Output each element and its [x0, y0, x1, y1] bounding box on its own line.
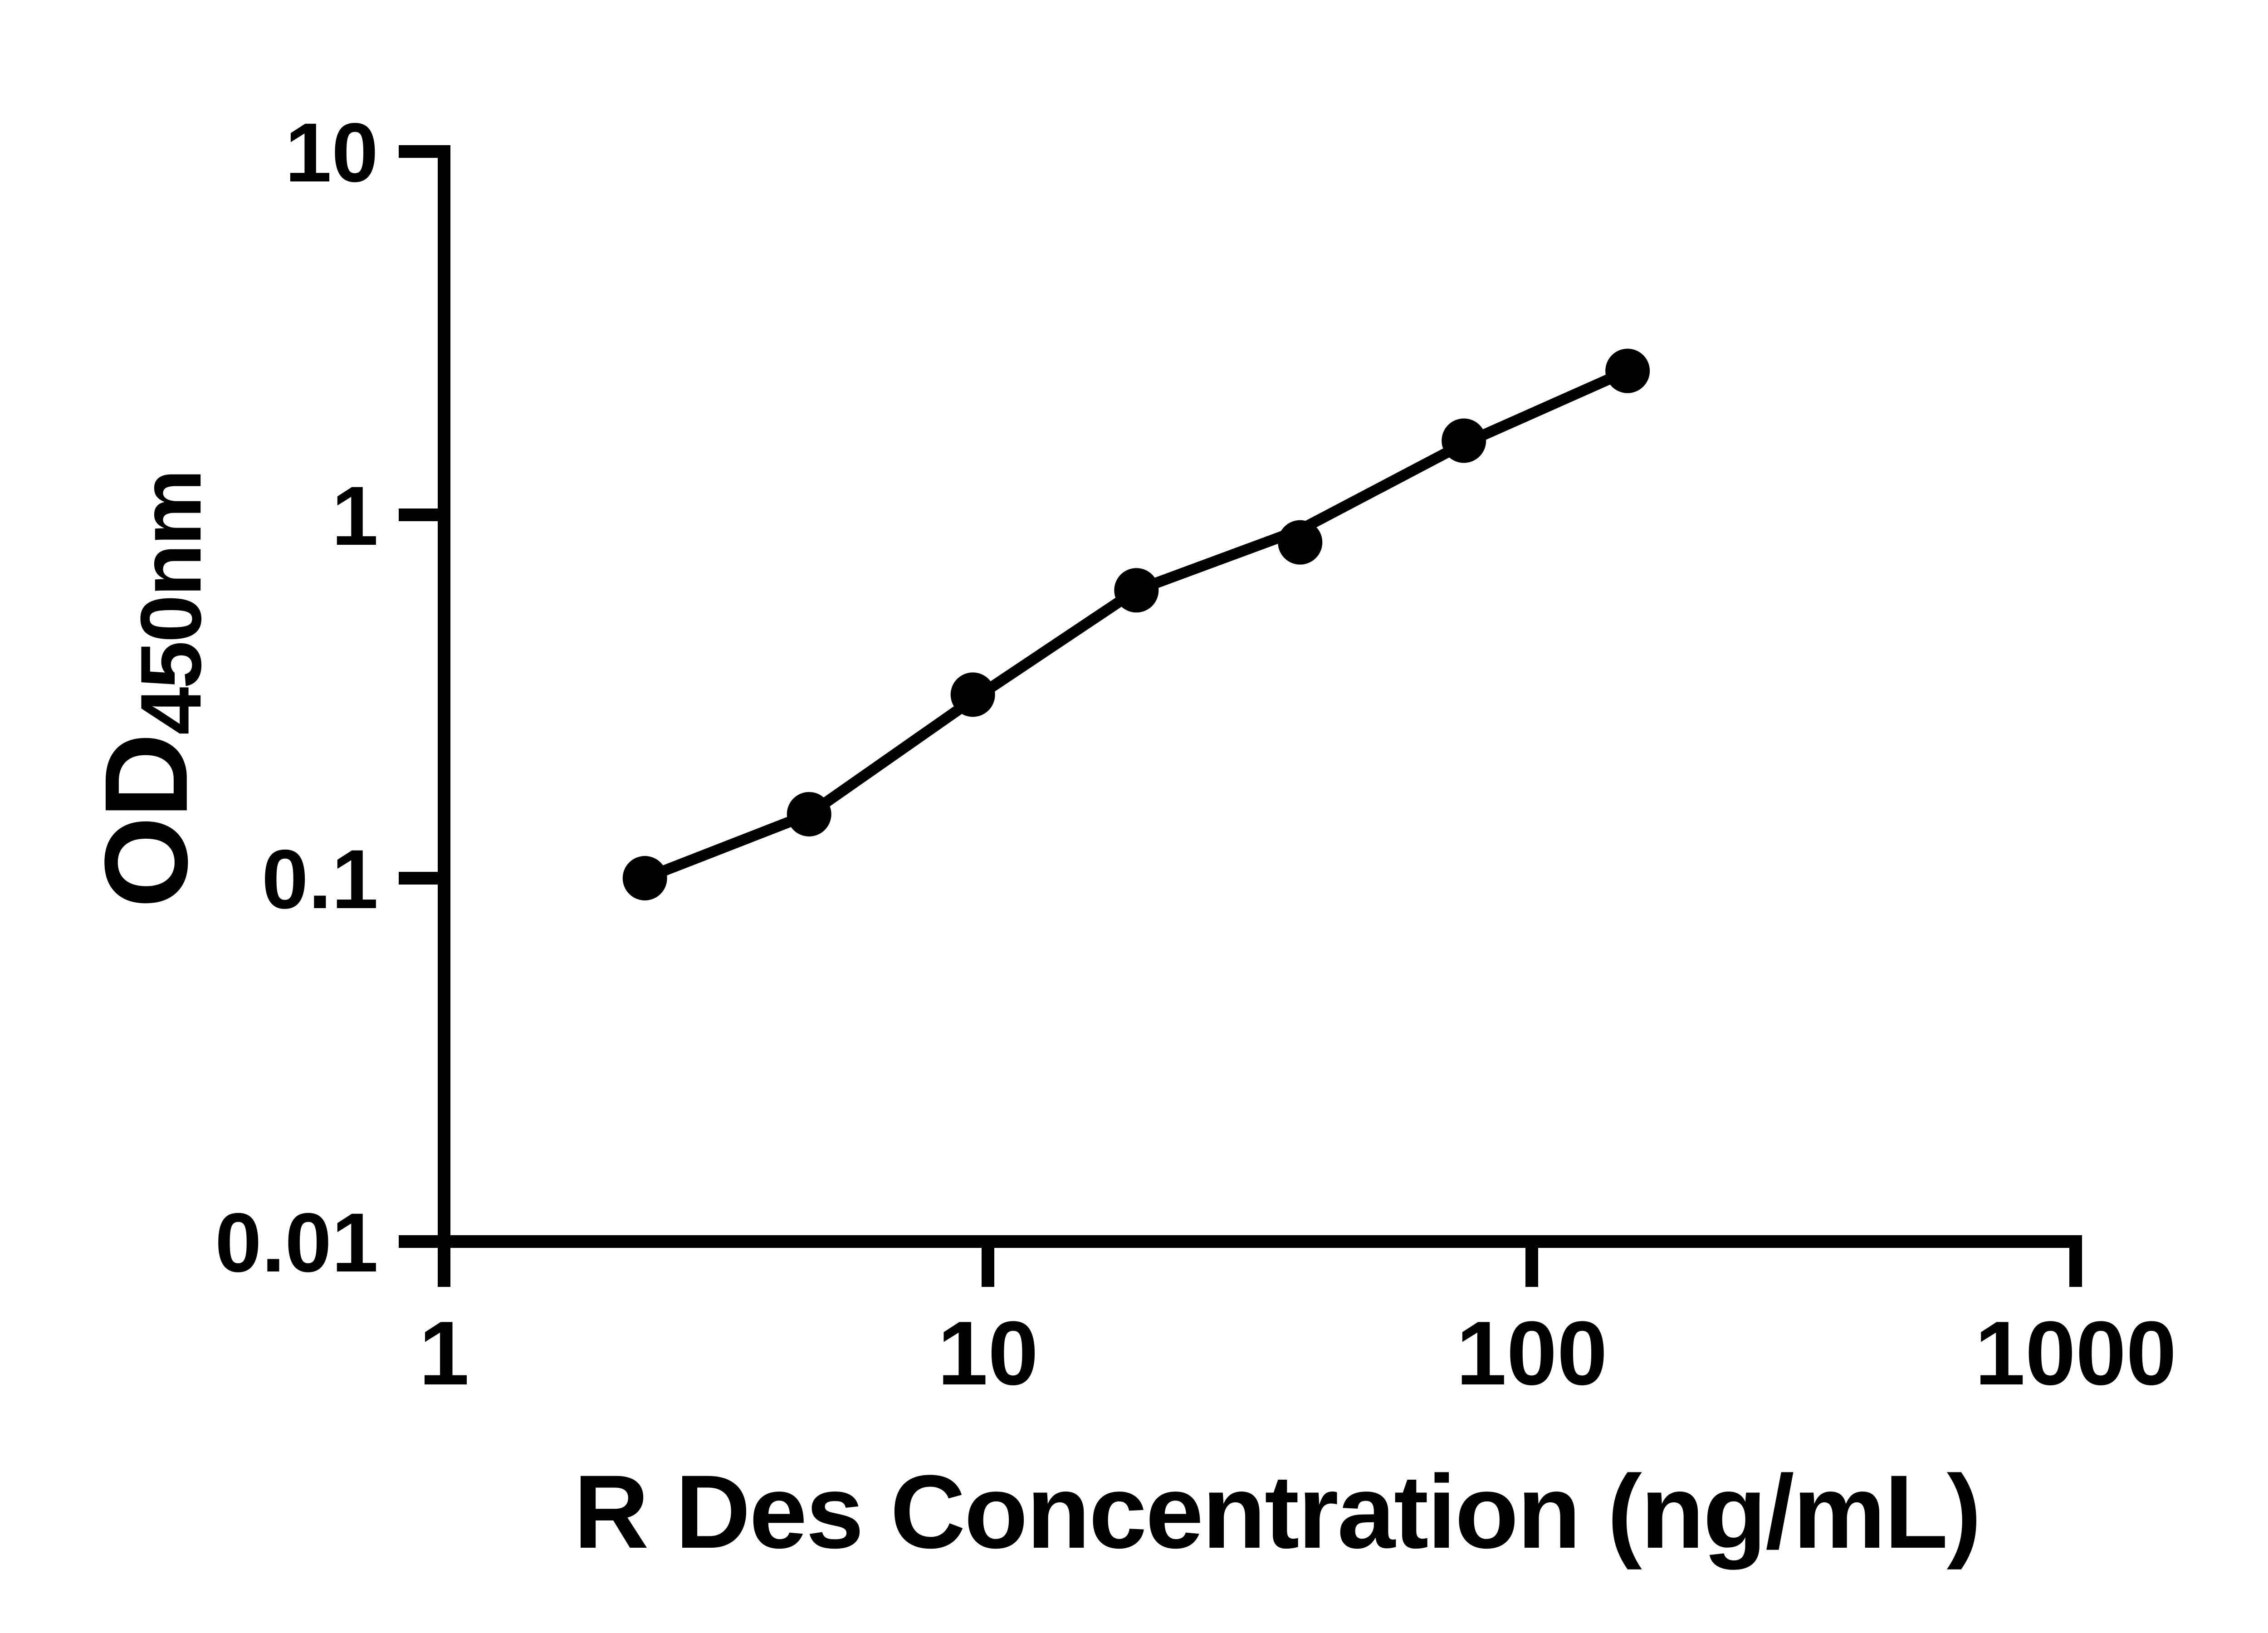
y-axis-title: OD450nm [79, 471, 220, 908]
data-point-x18.75 [1114, 568, 1159, 613]
data-point-x150 [1605, 348, 1650, 393]
y-axis-title-subscript: 450nm [123, 470, 220, 735]
y-tick-label-10: 10 [285, 106, 378, 200]
y-tick-label-0.1: 0.1 [262, 833, 378, 926]
data-point-x4.69 [787, 792, 831, 836]
data-point-x2.34 [622, 856, 667, 900]
x-tick-label-100: 100 [1456, 1303, 1608, 1404]
x-axis-title: R Des Concentration (ng/mL) [573, 1453, 1982, 1570]
y-tick-label-1: 1 [332, 469, 378, 563]
y-axis-title-main: OD [80, 735, 212, 909]
x-tick-label-10: 10 [938, 1303, 1038, 1404]
axes-spine [438, 145, 2082, 1248]
x-tick-label-1000: 1000 [1975, 1303, 2177, 1404]
data-point-x75 [1442, 418, 1486, 463]
data-point-x9.38 [950, 672, 995, 717]
y-tick-label-0.01: 0.01 [215, 1196, 378, 1290]
x-tick-label-1: 1 [419, 1303, 469, 1404]
data-point-x37.5 [1278, 520, 1323, 565]
